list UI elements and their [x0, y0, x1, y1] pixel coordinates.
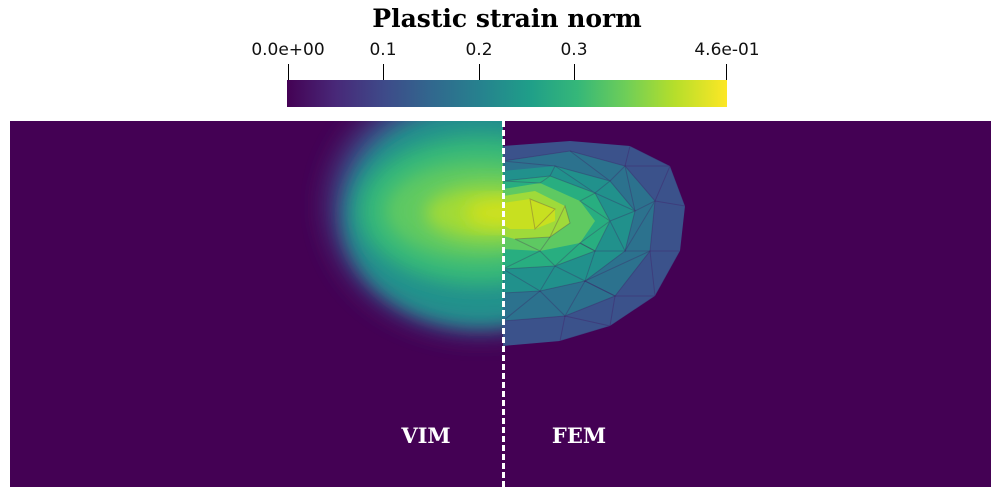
- divider-line: [502, 121, 505, 487]
- colorbar-title: Plastic strain norm: [372, 4, 642, 33]
- vim-strain-field: [330, 121, 503, 331]
- colorbar-tick-mark-1: [383, 64, 384, 80]
- fem-strain-field: [503, 141, 686, 346]
- fem-label: FEM: [551, 423, 607, 448]
- colorbar-tick-label-4: 4.6e-01: [694, 40, 760, 60]
- colorbar-tick-mark-0: [288, 64, 289, 80]
- colorbar-tick-mark-3: [574, 64, 575, 80]
- colorbar-tick-label-1: 0.1: [369, 40, 397, 60]
- colorbar-tick-mark-4: [726, 64, 727, 80]
- colorbar-tick-label-0: 0.0e+00: [251, 40, 325, 60]
- colorbar: [287, 80, 727, 107]
- colorbar-tick-mark-2: [479, 64, 480, 80]
- strain-field-plot: VIM FEM: [10, 121, 991, 487]
- colorbar-tick-label-2: 0.2: [465, 40, 493, 60]
- colorbar-tick-label-3: 0.3: [560, 40, 588, 60]
- vim-label: VIM: [401, 423, 451, 448]
- strain-field-svg: [330, 121, 686, 346]
